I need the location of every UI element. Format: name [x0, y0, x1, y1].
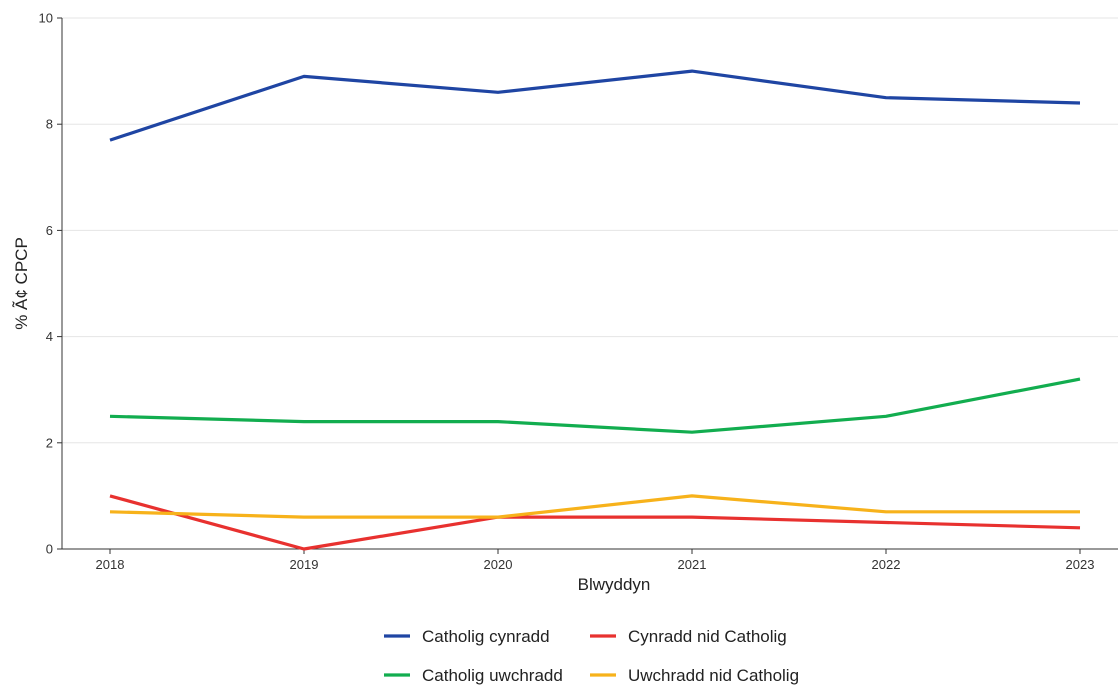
- x-tick-label: 2021: [678, 557, 707, 572]
- axis-layer: 0 2 4 6 8 10 2018 2019 2020 2021 2022 2023: [39, 11, 1118, 572]
- legend-label: Catholig uwchradd: [422, 666, 563, 685]
- legend: Catholig cynradd Cynradd nid Catholig Cath…: [384, 627, 799, 685]
- x-axis-title: Blwyddyn: [578, 575, 651, 594]
- x-tick-label: 2023: [1066, 557, 1095, 572]
- y-tick-label: 10: [39, 11, 53, 26]
- series-layer: [109, 69, 1081, 551]
- y-tick-label: 8: [46, 117, 53, 132]
- series-line-4: [109, 494, 1080, 519]
- series-line-1: [109, 69, 1081, 142]
- y-tick-label: 6: [46, 223, 53, 238]
- series-line-2: [109, 494, 1081, 551]
- y-tick-label: 2: [46, 435, 53, 450]
- x-tick-label: 2019: [290, 557, 319, 572]
- legend-label: Cynradd nid Catholig: [628, 627, 787, 646]
- x-tick-label: 2018: [96, 557, 125, 572]
- x-tick-label: 2022: [872, 557, 901, 572]
- legend-label: Catholig cynradd: [422, 627, 550, 646]
- x-tick-label: 2020: [484, 557, 513, 572]
- y-tick-label: 0: [46, 542, 53, 557]
- legend-label: Uwchradd nid Catholig: [628, 666, 799, 685]
- grid-layer: [62, 17, 1118, 444]
- series-line-3: [109, 377, 1081, 434]
- y-axis-title: % Ã¢ CPCP: [12, 237, 31, 330]
- y-tick-label: 4: [46, 329, 53, 344]
